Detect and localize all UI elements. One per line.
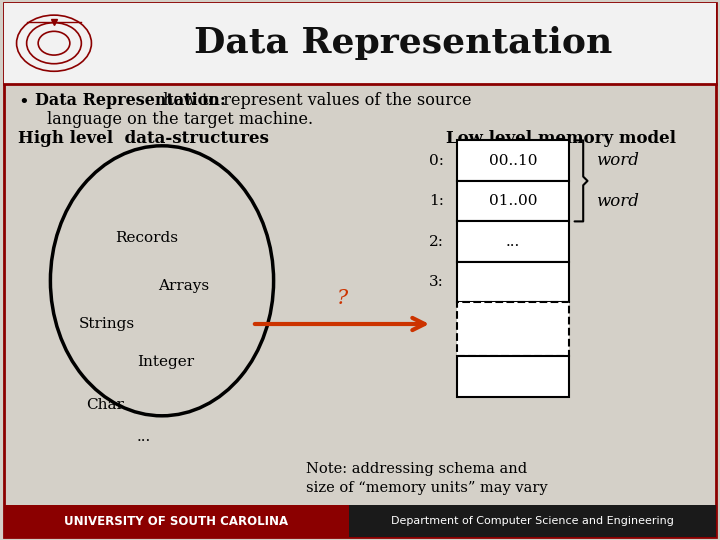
Text: 01..00: 01..00	[489, 194, 537, 208]
Text: word: word	[596, 152, 639, 169]
Text: Arrays: Arrays	[158, 279, 210, 293]
Text: 1:: 1:	[429, 194, 444, 208]
Text: High level  data-structures: High level data-structures	[18, 130, 269, 146]
Text: Low level memory model: Low level memory model	[446, 130, 676, 146]
Text: Data Representation: Data Representation	[194, 26, 613, 60]
Bar	[4, 3, 716, 84]
Text: Integer: Integer	[137, 355, 194, 369]
Text: word: word	[596, 193, 639, 210]
Text: how to represent values of the source: how to represent values of the source	[158, 92, 472, 109]
Bar	[349, 505, 716, 537]
Bar	[6, 4, 107, 82]
Text: Department of Computer Science and Engineering: Department of Computer Science and Engin…	[392, 516, 674, 526]
Text: size of “memory units” may vary: size of “memory units” may vary	[306, 481, 548, 495]
Text: Char: Char	[86, 398, 125, 412]
Bar	[457, 181, 569, 221]
Bar	[4, 505, 349, 537]
Text: language on the target machine.: language on the target machine.	[47, 111, 313, 127]
Text: ...: ...	[137, 430, 151, 444]
Text: 3:: 3:	[429, 275, 444, 289]
FancyArrowPatch shape	[255, 318, 425, 330]
Text: Strings: Strings	[79, 317, 135, 331]
Text: 2:: 2:	[429, 235, 444, 248]
Text: Note: addressing schema and: Note: addressing schema and	[306, 462, 527, 476]
Text: 0:: 0:	[429, 154, 444, 167]
Bar	[457, 221, 569, 262]
Bar	[457, 302, 569, 356]
Text: ?: ?	[336, 289, 348, 308]
Text: 00..10: 00..10	[489, 154, 537, 167]
Text: •: •	[18, 93, 29, 111]
Bar	[457, 262, 569, 302]
Text: UNIVERSITY OF SOUTH CAROLINA: UNIVERSITY OF SOUTH CAROLINA	[64, 515, 289, 528]
Bar	[457, 140, 569, 181]
Text: Records: Records	[115, 231, 179, 245]
Text: ...: ...	[506, 235, 520, 248]
Bar	[457, 356, 569, 397]
Text: Data Representation:: Data Representation:	[35, 92, 225, 109]
